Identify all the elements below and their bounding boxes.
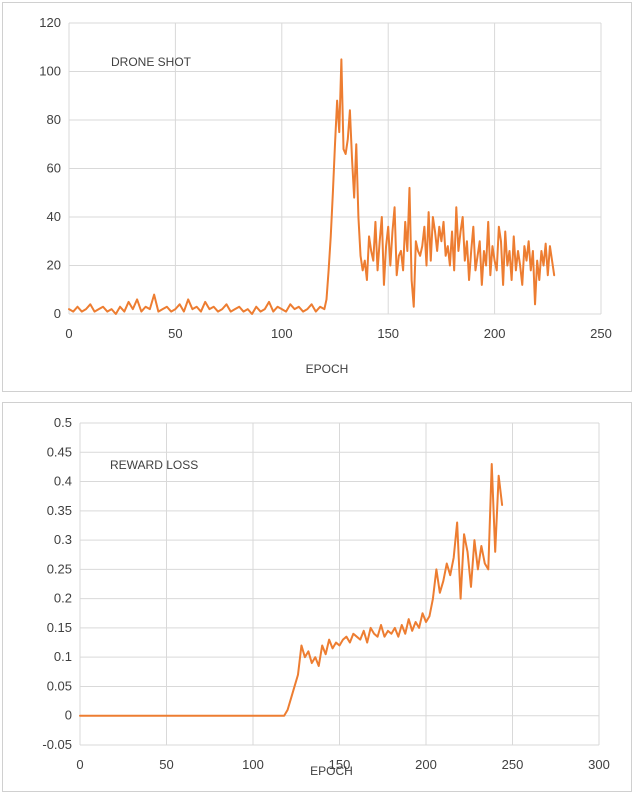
chart-title: REWARD LOSS (110, 458, 198, 472)
y-tick-label: 0.4 (54, 474, 72, 489)
y-tick-label: 80 (47, 112, 61, 127)
drone-shot-chart-panel: 0 20 40 60 80 100 120 0 50 100 150 200 250 DRONE SHOT… (2, 2, 632, 392)
drone-shot-chart: 0 20 40 60 80 100 120 0 50 100 150 200 250 DRONE SHOT… (39, 15, 612, 376)
y-tick-label: 100 (39, 64, 61, 79)
y-tick-label: 0 (54, 306, 61, 321)
x-tick-label: 100 (242, 757, 264, 772)
x-tick-label: 300 (588, 757, 610, 772)
y-tick-label: 40 (47, 209, 61, 224)
y-tick-label: 0 (65, 708, 72, 723)
reward-loss-gridlines (79, 422, 600, 746)
x-tick-label: 50 (168, 326, 182, 341)
x-tick-label: 250 (590, 326, 612, 341)
y-tick-label: 0.45 (47, 444, 72, 459)
y-tick-label: 120 (39, 15, 61, 30)
reward-loss-chart-panel: -0.05 0 0.05 0.1 0.15 0.2 0.25 0.3 0.35 0.4 0.45 0.… (2, 402, 632, 792)
y-tick-label: 0.25 (47, 561, 72, 576)
chart-title: DRONE SHOT (111, 55, 192, 69)
x-tick-label: 150 (377, 326, 399, 341)
x-tick-label: 250 (502, 757, 524, 772)
x-tick-label: 0 (76, 757, 83, 772)
x-tick-label: 0 (65, 326, 72, 341)
y-tick-label: 20 (47, 258, 61, 273)
drone-shot-gridlines (68, 22, 602, 315)
y-tick-label: -0.05 (42, 737, 72, 752)
y-tick-label: 60 (47, 161, 61, 176)
y-tick-label: 0.5 (54, 415, 72, 430)
x-tick-label: 200 (484, 326, 506, 341)
y-tick-label: 0.35 (47, 503, 72, 518)
x-tick-label: 150 (329, 757, 351, 772)
y-tick-label: 0.3 (54, 532, 72, 547)
x-tick-label: 50 (159, 757, 173, 772)
y-tick-label: 0.15 (47, 620, 72, 635)
x-tick-label: 200 (415, 757, 437, 772)
reward-loss-series-line (79, 462, 504, 717)
y-tick-label: 0.05 (47, 678, 72, 693)
y-tick-label: 0.1 (54, 649, 72, 664)
drone-shot-series-line (68, 58, 556, 315)
x-axis-label: EPOCH (306, 362, 349, 376)
y-tick-label: 0.2 (54, 591, 72, 606)
reward-loss-chart: -0.05 0 0.05 0.1 0.15 0.2 0.25 0.3 0.35 0.4 0.45 0.… (42, 415, 610, 778)
x-tick-label: 100 (271, 326, 293, 341)
x-axis-label: EPOCH (310, 764, 353, 778)
